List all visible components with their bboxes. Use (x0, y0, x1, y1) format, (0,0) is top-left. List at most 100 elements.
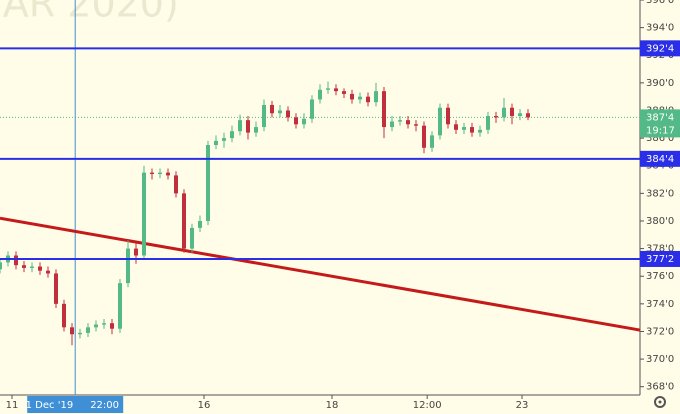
x-tick-label: 11 (6, 400, 19, 411)
candle-body (158, 172, 162, 175)
candle-body (358, 96, 362, 100)
level-label: 392'4 (646, 43, 674, 54)
candle-body (238, 120, 242, 132)
candle-body (334, 88, 338, 92)
x-tick-label: 18 (326, 400, 339, 411)
candle-body (294, 117, 298, 125)
x-tick-label: 12:00 (413, 400, 442, 411)
candle-body (270, 104, 274, 114)
candle-body (78, 332, 82, 335)
candle-body (406, 120, 410, 125)
candle-body (46, 270, 50, 274)
candle-body (470, 127, 474, 133)
y-tick-label: 378'0 (646, 244, 674, 255)
candle-body (414, 124, 418, 126)
y-tick-label: 380'0 (646, 216, 674, 227)
y-tick-label: 394'0 (646, 23, 674, 34)
candle-body (86, 327, 90, 333)
candle-body (70, 327, 74, 335)
candle-body (462, 127, 466, 130)
candle-body (510, 107, 514, 117)
candle-body (174, 175, 178, 194)
candle-body (486, 116, 490, 130)
level-label: 377'2 (646, 254, 674, 265)
candle-body (142, 172, 146, 256)
candle-body (182, 193, 186, 249)
last-price-box (640, 109, 680, 138)
y-tick-label: 376'0 (646, 271, 674, 282)
candle-body (166, 172, 170, 176)
trend-line (0, 216, 641, 332)
candle-body (230, 131, 234, 139)
candle-body (222, 138, 226, 141)
candle-body (214, 140, 218, 146)
y-tick-label: 396'0 (646, 0, 674, 6)
candle-body (30, 266, 34, 268)
watermark: MAR 2020) (0, 0, 179, 26)
candle-body (526, 113, 530, 118)
x-tick-label: 16 (198, 400, 211, 411)
candle-body (102, 323, 106, 325)
y-tick-label: 368'0 (646, 382, 674, 393)
last-price-label: 387'4 (646, 112, 674, 123)
candle-body (342, 91, 346, 94)
candle-body (38, 266, 42, 271)
candle-body (438, 107, 442, 136)
candle-body (446, 107, 450, 125)
candle-body (286, 110, 290, 118)
crosshair-date: 11 Dec '19 (19, 400, 73, 411)
candle-body (94, 324, 98, 328)
crosshair-time: 22:00 (90, 400, 119, 411)
candle-body (62, 303, 66, 328)
y-tick-label: 370'0 (646, 354, 674, 365)
candle-body (246, 120, 250, 133)
y-tick-label: 390'0 (646, 78, 674, 89)
x-tick-label: 23 (516, 400, 529, 411)
countdown: 19:17 (646, 125, 675, 136)
candle-body (110, 323, 114, 329)
candle-body (430, 135, 434, 148)
candle-body (310, 99, 314, 119)
candle-body (318, 89, 322, 100)
candle-body (262, 104, 266, 128)
level-label-box (640, 40, 680, 57)
candle-body (150, 172, 154, 175)
candle-body (198, 220, 202, 228)
crosshair-label-box (27, 396, 124, 413)
candle-body (254, 127, 258, 133)
level-label-box (640, 150, 680, 167)
candle-body (134, 248, 138, 256)
candle-body (326, 88, 330, 90)
candle-body (350, 93, 354, 100)
y-tick-label: 382'0 (646, 188, 674, 199)
candle-body (118, 283, 122, 329)
candle-body (14, 255, 18, 266)
candle-body (302, 118, 306, 125)
level-label-box (640, 250, 680, 267)
candle-body (206, 145, 210, 221)
gear-center[interactable] (658, 400, 662, 404)
candle-body (366, 96, 370, 103)
settings-icon[interactable] (654, 396, 666, 408)
candle-body (518, 113, 522, 117)
candle-body (382, 91, 386, 128)
candle-body (502, 107, 506, 118)
candle-body (494, 116, 498, 118)
candle-body (398, 120, 402, 122)
candle-body (190, 227, 194, 249)
candle-body (454, 124, 458, 130)
candle-body (22, 265, 26, 268)
candle-body (374, 91, 378, 103)
y-tick-label: 374'0 (646, 299, 674, 310)
y-tick-label: 372'0 (646, 326, 674, 337)
candle-body (0, 262, 2, 270)
y-tick-label: 386'0 (646, 133, 674, 144)
candle-body (422, 125, 426, 148)
candle-body (126, 248, 130, 284)
candle-body (390, 121, 394, 128)
gear[interactable] (654, 396, 666, 408)
candle-body (54, 273, 58, 304)
candle-body (278, 110, 282, 114)
